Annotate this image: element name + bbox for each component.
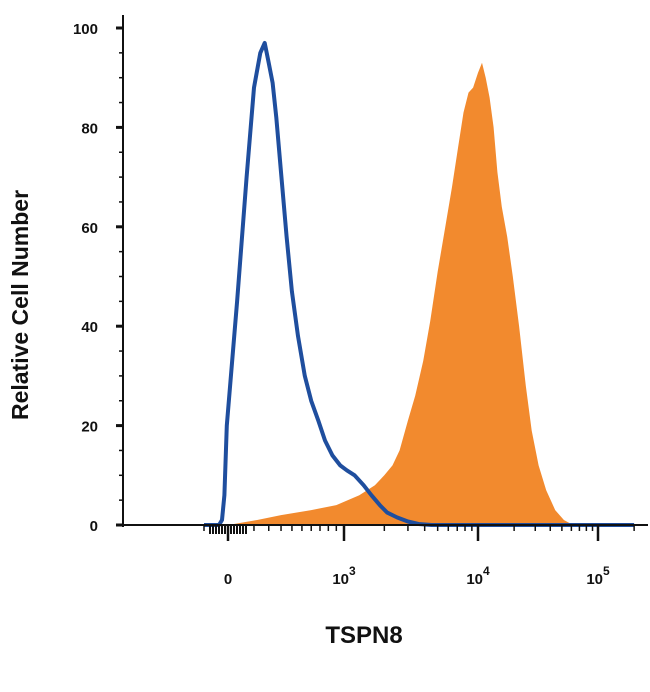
y-tick-label: 100 [73, 21, 98, 38]
plot-area [204, 40, 635, 527]
y-tick-label: 20 [81, 419, 98, 436]
y-tick-label: 40 [81, 319, 98, 336]
x-tick-label: 104 [466, 564, 490, 588]
x-tick-label: 105 [586, 564, 610, 588]
y-axis-title: Relative Cell Number [7, 190, 33, 420]
y-tick-label: 0 [90, 518, 98, 535]
y-tick-label: 60 [81, 220, 98, 237]
x-tick-label: 0 [224, 571, 232, 588]
axes [122, 15, 648, 527]
series-outline-histogram [204, 40, 635, 527]
x-axis-title: TSPN8 [325, 622, 402, 649]
series-filled-histogram [204, 62, 635, 526]
tick-labels: 0 20 40 60 80 100 0 103 104 105 [73, 21, 610, 588]
y-tick-label: 80 [81, 120, 98, 137]
x-tick-label: 103 [332, 564, 356, 588]
tick-marks [116, 26, 635, 541]
